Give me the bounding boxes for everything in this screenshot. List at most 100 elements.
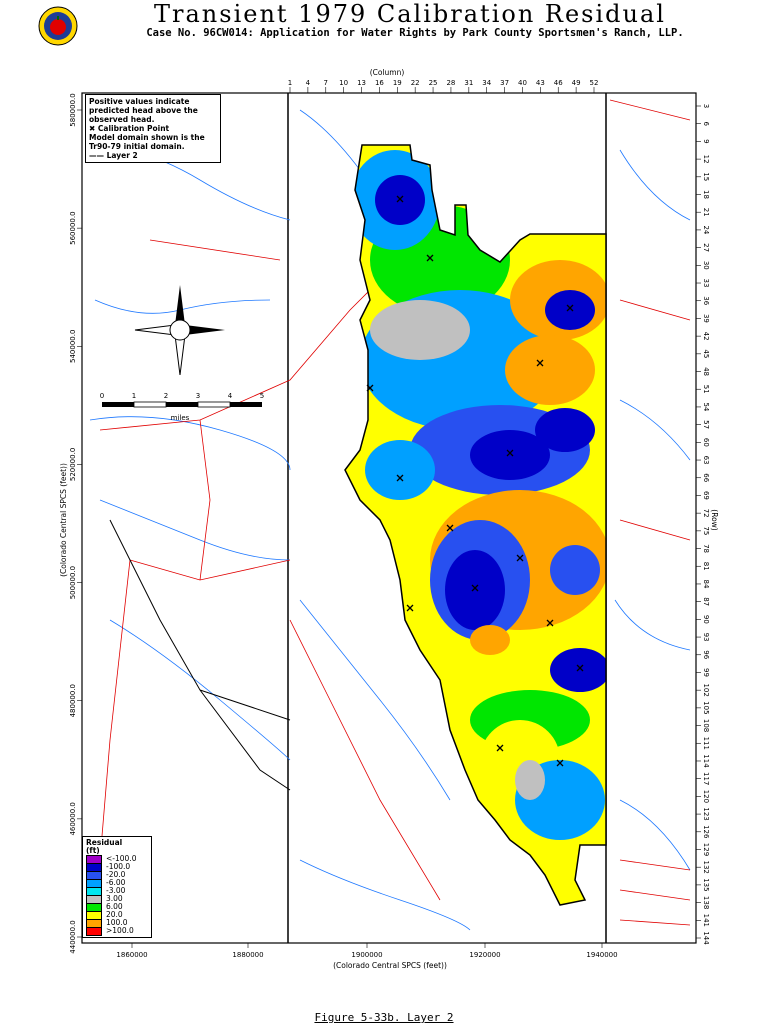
northing-tick-label: 480000.0 (69, 684, 77, 717)
row-tick-label: 9 (702, 139, 710, 143)
easting-tick-label: 1880000 (232, 951, 263, 959)
legend-label: <-100.0 (106, 854, 137, 863)
northing-tick-label: 460000.0 (69, 802, 77, 835)
scale-tick-label: 0 (100, 392, 104, 400)
column-tick-label: 7 (324, 79, 328, 87)
legend-label: 3.00 (106, 894, 123, 903)
row-tick-label: 72 (702, 509, 710, 518)
row-tick-label: 54 (702, 402, 710, 411)
row-tick-label: 66 (702, 473, 710, 482)
scale-tick-label: 3 (196, 392, 200, 400)
row-tick-label: 75 (702, 526, 710, 535)
column-tick-label: 46 (554, 79, 563, 87)
row-tick-label: 48 (702, 367, 710, 376)
column-tick-label: 22 (411, 79, 420, 87)
note-line: Tr90-79 initial domain. (89, 142, 185, 151)
legend-label: 100.0 (106, 918, 128, 927)
note-line: predicted head above the (89, 106, 198, 115)
legend-label: -100.0 (106, 862, 131, 871)
row-tick-label: 144 (702, 931, 710, 945)
row-tick-label: 60 (702, 438, 710, 447)
row-tick-label: 114 (702, 754, 710, 768)
row-tick-label: 12 (702, 155, 710, 164)
column-tick-label: 1 (288, 79, 292, 87)
row-tick-label: 81 (702, 562, 710, 571)
row-tick-label: 51 (702, 385, 710, 394)
scale-tick-label: 2 (164, 392, 168, 400)
legend-swatch (86, 926, 102, 936)
column-tick-label: 34 (482, 79, 491, 87)
row-tick-label: 36 (702, 296, 710, 305)
legend-label: -3.00 (106, 886, 126, 895)
row-tick-label: 69 (702, 491, 710, 500)
row-tick-label: 39 (702, 314, 710, 323)
scale-tick-label: 5 (260, 392, 264, 400)
row-tick-label: 33 (702, 279, 710, 288)
column-tick-label: 16 (375, 79, 384, 87)
column-tick-label: 28 (446, 79, 455, 87)
column-tick-label: 43 (536, 79, 545, 87)
note-line: Model domain shown is the (89, 133, 205, 142)
row-tick-label: 84 (702, 579, 710, 588)
north-arrow-icon (134, 285, 225, 376)
highways (109, 519, 291, 791)
column-tick-label: 19 (393, 79, 402, 87)
page-subtitle: Case No. 96CW014: Application for Water … (146, 27, 684, 39)
row-tick-label: 99 (702, 668, 710, 677)
easting-tick-label: 1860000 (116, 951, 147, 959)
row-tick-label: 102 (702, 683, 710, 696)
row-tick-label: 87 (702, 597, 710, 606)
roads (99, 99, 691, 926)
row-tick-label: 129 (702, 843, 710, 856)
row-tick-label: 108 (702, 719, 710, 732)
row-tick-label: 27 (702, 243, 710, 252)
northing-tick-label: 560000.0 (69, 211, 77, 244)
column-tick-label: 40 (518, 79, 527, 87)
column-tick-label: 37 (500, 79, 509, 87)
note-line: observed head. (89, 115, 155, 124)
legend-unit: (ft) (86, 846, 100, 855)
easting-axis-label: (Colorado Central SPCS (feet)) (333, 961, 447, 970)
row-tick-label: 135 (702, 878, 710, 891)
row-tick-label: 21 (702, 208, 710, 217)
column-axis-label: (Column) (370, 68, 405, 77)
row-tick-label: 117 (702, 772, 710, 785)
northing-tick-label: 520000.0 (69, 448, 77, 481)
note-line: ✖ Calibration Point (89, 124, 170, 133)
northing-tick-label: 580000.0 (69, 93, 77, 126)
row-tick-label: 111 (702, 737, 710, 750)
column-tick-label: 25 (429, 79, 438, 87)
column-tick-label: 10 (339, 79, 348, 87)
row-tick-label: 78 (702, 544, 710, 553)
column-tick-label: 13 (357, 79, 366, 87)
easting-tick-label: 1920000 (469, 951, 500, 959)
note-line: Positive values indicate (89, 97, 190, 106)
row-tick-label: 141 (702, 914, 710, 927)
legend-title: Residual (86, 838, 123, 847)
row-axis-label: (Row) (710, 509, 719, 531)
legend-label: >100.0 (106, 926, 134, 935)
row-tick-label: 15 (702, 172, 710, 181)
residual-legend: Residual (ft) <-100.0 -100.0 -20.0 -6.00 -3.… (82, 836, 152, 938)
row-tick-label: 96 (702, 650, 710, 659)
easting-tick-label: 1900000 (351, 951, 382, 959)
row-tick-label: 90 (702, 615, 710, 624)
legend-item: >100.0 (86, 926, 148, 936)
column-tick-label: 49 (572, 79, 581, 87)
row-tick-label: 6 (702, 121, 710, 126)
row-tick-label: 138 (702, 896, 710, 909)
note-line: —— Layer 2 (89, 151, 138, 160)
map-note: Positive values indicate predicted head a… (85, 94, 221, 163)
row-tick-label: 120 (702, 790, 710, 803)
row-tick-label: 132 (702, 861, 710, 874)
seal-logo-icon (38, 6, 78, 46)
page-title: Transient 1979 Calibration Residual (154, 0, 666, 28)
model-domain-outline (344, 144, 607, 906)
row-tick-label: 24 (702, 225, 710, 234)
northing-tick-label: 440000.0 (69, 920, 77, 953)
scale-tick-label: 4 (228, 392, 233, 400)
column-tick-label: 52 (590, 79, 599, 87)
row-tick-label: 123 (702, 807, 710, 820)
easting-tick-label: 1940000 (586, 951, 617, 959)
